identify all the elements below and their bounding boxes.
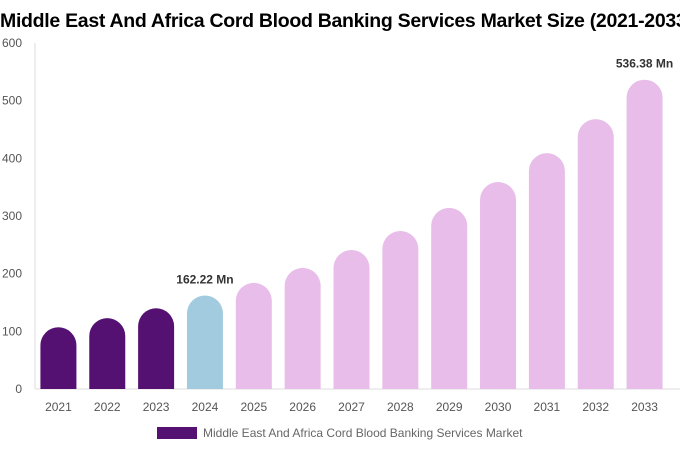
bar-2030: [480, 181, 517, 389]
y-tick-label: 0: [15, 382, 22, 396]
y-tick-label: 400: [2, 151, 22, 165]
x-tick-label: 2030: [485, 400, 512, 414]
bar-2026: [284, 267, 321, 389]
x-tick-label: 2024: [192, 400, 219, 414]
x-tick-label: 2026: [289, 400, 316, 414]
y-tick-label: 600: [2, 36, 22, 50]
legend-label: Middle East And Africa Cord Blood Bankin…: [203, 426, 523, 440]
bar-2021: [40, 327, 77, 389]
bar-2025: [235, 282, 272, 389]
y-tick-label: 300: [2, 209, 22, 223]
data-label: 536.38 Mn: [616, 57, 673, 71]
bar-2023: [138, 308, 175, 389]
y-tick-label: 100: [2, 324, 22, 338]
x-tick-label: 2029: [436, 400, 463, 414]
bar-2022: [89, 318, 126, 389]
data-label: 162.22 Mn: [176, 272, 233, 286]
bar-2028: [382, 230, 419, 389]
x-tick-label: 2023: [143, 400, 170, 414]
x-tick-label: 2027: [338, 400, 365, 414]
x-tick-label: 2031: [534, 400, 561, 414]
x-tick-label: 2025: [240, 400, 267, 414]
bar-2024: [186, 295, 223, 389]
x-tick-label: 2021: [45, 400, 72, 414]
x-tick-label: 2032: [582, 400, 609, 414]
chart-title: Middle East And Africa Cord Blood Bankin…: [0, 10, 680, 32]
bar-2031: [528, 153, 565, 389]
legend-swatch: [157, 427, 197, 439]
y-tick-label: 200: [2, 267, 22, 281]
bar-2033: [626, 79, 663, 389]
x-tick-label: 2028: [387, 400, 414, 414]
bar-2029: [431, 207, 468, 389]
legend: Middle East And Africa Cord Blood Bankin…: [157, 426, 523, 440]
bar-2032: [577, 119, 614, 389]
x-tick-label: 2033: [631, 400, 658, 414]
y-tick-label: 500: [2, 94, 22, 108]
bar-2027: [333, 250, 370, 389]
x-tick-label: 2022: [94, 400, 121, 414]
